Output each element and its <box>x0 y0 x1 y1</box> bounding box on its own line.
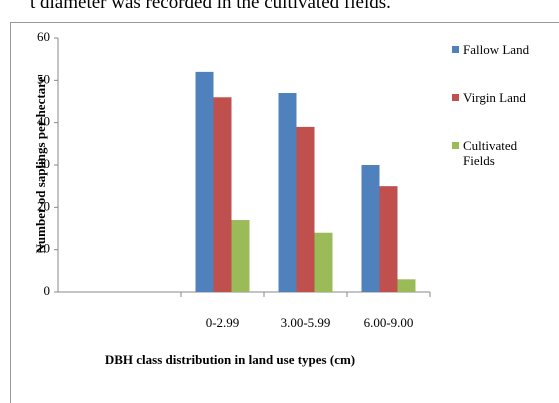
legend-swatch <box>452 142 459 149</box>
x-tick-label: 0-2.99 <box>206 315 240 330</box>
bar <box>195 71 214 292</box>
legend-item: Fallow Land <box>452 42 553 57</box>
y-tick-label: 30 <box>37 156 50 171</box>
chart-frame <box>10 22 559 403</box>
x-tick-label: 6.00-9.00 <box>364 315 414 330</box>
legend-label: Virgin Land <box>463 90 526 105</box>
legend-swatch <box>452 46 459 53</box>
legend-label: Fallow Land <box>463 42 530 57</box>
bar <box>231 220 250 292</box>
bar <box>213 97 232 293</box>
y-tick-label: 50 <box>37 71 50 86</box>
legend-item: Cultivated Fields <box>452 138 525 168</box>
document-text: t diameter was recorded in the cultivate… <box>30 0 391 13</box>
bar <box>314 232 333 292</box>
x-axis-label: DBH class distribution in land use types… <box>105 352 355 367</box>
y-tick-label: 10 <box>37 241 50 256</box>
legend-label: Cultivated Fields <box>463 138 518 168</box>
bar <box>361 165 380 292</box>
y-tick-label: 40 <box>37 114 50 129</box>
y-axis-label: Number od saplings per hectare <box>33 76 48 253</box>
legend-item: Virgin Land <box>452 90 553 105</box>
y-tick-label: 20 <box>37 198 50 213</box>
bar <box>379 186 398 292</box>
bar <box>278 93 297 293</box>
legend-swatch <box>452 94 459 101</box>
bar <box>296 126 315 293</box>
y-tick-label: 0 <box>44 283 51 298</box>
y-tick-label: 60 <box>37 29 50 44</box>
x-tick-label: 3.00-5.99 <box>281 315 331 330</box>
bar <box>397 279 416 292</box>
